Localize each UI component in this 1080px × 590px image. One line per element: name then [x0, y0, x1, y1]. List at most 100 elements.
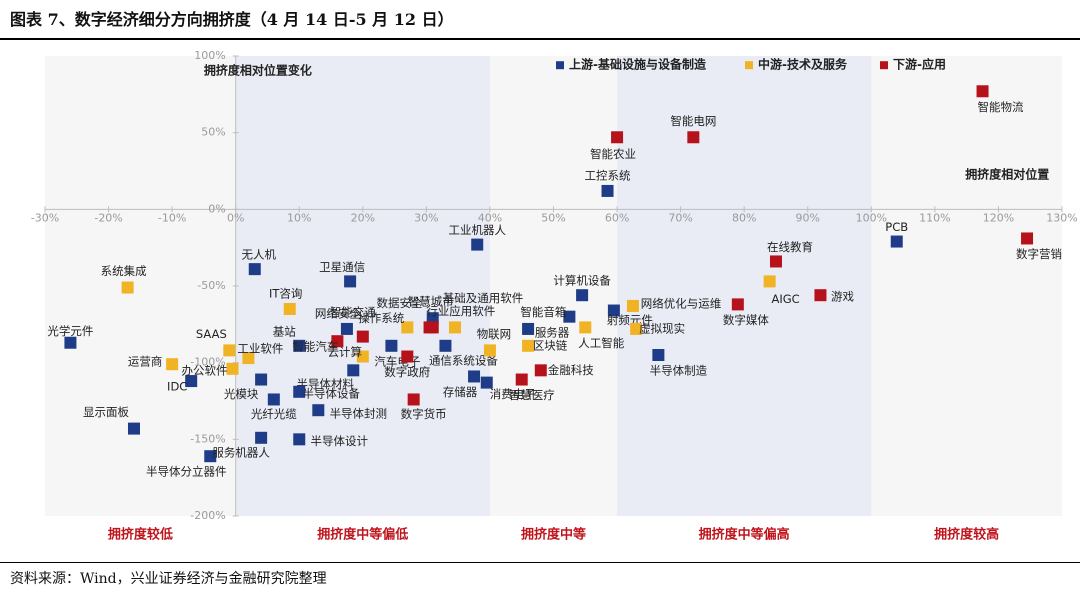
plot-background	[45, 56, 1062, 516]
data-point	[401, 321, 414, 334]
data-point	[223, 344, 236, 357]
data-point	[522, 322, 535, 335]
legend-label: 上游-基础设施与设备制造	[569, 57, 707, 72]
x-tick-label: -10%	[158, 211, 186, 224]
legend-marker	[556, 61, 564, 70]
point-label: 服务器	[535, 325, 570, 339]
data-point	[293, 339, 306, 352]
data-point	[534, 364, 547, 377]
data-point	[601, 184, 614, 197]
zone-label: 拥挤度较低	[108, 527, 173, 543]
point-label: AIGC	[772, 292, 800, 306]
x-tick-label: 60%	[605, 211, 629, 224]
data-point	[426, 312, 439, 325]
data-point	[515, 373, 528, 386]
point-label: 光模块	[224, 387, 259, 401]
x-tick-label: 10%	[287, 211, 311, 224]
point-label: 区块链	[533, 338, 568, 352]
point-label: 智能交通	[330, 305, 376, 319]
data-point	[814, 289, 827, 302]
legend-label: 中游-技术及服务	[758, 57, 848, 72]
data-point	[293, 385, 306, 398]
point-label: 光纤光缆	[251, 407, 297, 421]
point-label: 虚拟现实	[639, 321, 685, 335]
data-point	[127, 422, 140, 435]
data-point	[356, 330, 369, 343]
x-tick-label: 120%	[983, 211, 1014, 224]
data-point	[1021, 232, 1034, 245]
point-label: 消费电子	[490, 387, 536, 401]
point-label: 数据安全	[377, 296, 423, 310]
point-label: 智慧城市	[408, 295, 454, 309]
point-label: 无人机	[242, 248, 277, 262]
point-label: 光学元件	[47, 324, 93, 338]
zone-labels: 拥挤度较低 拥挤度中等偏低 拥挤度中等 拥挤度中等偏高 拥挤度较高	[108, 527, 999, 543]
data-point	[248, 263, 261, 276]
band-mid-low	[235, 56, 490, 516]
point-label: 工业软件	[237, 342, 283, 356]
zone-bands	[45, 56, 1062, 516]
point-label: 在线教育	[767, 240, 813, 254]
point-label: 通信系统设备	[429, 353, 498, 367]
point-label: IT咨询	[269, 287, 302, 301]
data-point	[471, 238, 484, 251]
x-tick-label: 40%	[478, 211, 502, 224]
zone-label: 拥挤度中等偏高	[699, 527, 790, 543]
y-axis-title: 拥挤度相对位置变化	[204, 62, 312, 77]
point-label: 云计算	[328, 345, 363, 359]
point-label: 智能电网	[670, 114, 716, 128]
point-label: 系统集成	[101, 264, 147, 278]
point-label: 网络优化与运维	[641, 296, 722, 310]
point-label: 数字货币	[401, 407, 447, 421]
point-label: 物联网	[477, 327, 512, 341]
data-point	[576, 289, 589, 302]
point-label: 工业机器人	[448, 223, 506, 237]
data-point	[121, 281, 134, 294]
legend: 上游-基础设施与设备制造 中游-技术及服务 下游-应用	[556, 57, 946, 72]
point-label: 智能汽车	[292, 340, 338, 354]
data-point	[166, 358, 179, 371]
band-mid-high	[617, 56, 872, 516]
x-tick-label: 30%	[414, 211, 438, 224]
data-point	[731, 298, 744, 311]
point-label: 半导体设计	[311, 434, 369, 448]
x-tick-label: -20%	[94, 211, 122, 224]
point-label: SAAS	[196, 327, 227, 341]
data-point	[483, 344, 496, 357]
data-point	[563, 310, 576, 323]
y-tick-label: -150%	[190, 432, 225, 445]
y-tick-label: 100%	[194, 49, 225, 62]
y-tick-label: 50%	[201, 126, 225, 139]
legend-label: 下游-应用	[893, 57, 946, 72]
x-tick-label: 0%	[227, 211, 244, 224]
data-point	[64, 336, 77, 349]
data-point	[356, 350, 369, 363]
x-tick-label: 50%	[541, 211, 565, 224]
data-point	[976, 85, 989, 98]
point-label: 半导体设备	[303, 386, 361, 400]
point-label: 游戏	[831, 290, 854, 304]
data-point	[226, 362, 239, 375]
point-label: 存储器	[443, 385, 478, 399]
data-point	[385, 339, 398, 352]
data-point	[340, 322, 353, 335]
point-label: 半导体制造	[650, 364, 708, 378]
scatter-chart: -30% -20% -10% 0% 10% 20% 30% 40% 50% 60% 70% 80% 90…	[31, 49, 1078, 543]
zone-label: 拥挤度中等	[521, 527, 586, 543]
point-label: PCB	[885, 220, 908, 234]
data-point	[630, 322, 643, 335]
x-tick-label: 70%	[668, 211, 692, 224]
y-tick-label: 0%	[208, 202, 225, 215]
data-point	[255, 373, 268, 386]
point-label: 智能农业	[590, 147, 636, 161]
data-point	[522, 339, 535, 352]
x-tick-label: 80%	[732, 211, 756, 224]
data-point	[267, 393, 280, 406]
point-label: 数字营销	[1016, 247, 1062, 261]
data-point	[468, 370, 481, 383]
title-rule	[0, 38, 1080, 40]
legend-marker	[880, 61, 888, 70]
bottom-rule	[0, 562, 1080, 563]
data-point	[652, 349, 665, 361]
legend-marker	[745, 61, 753, 70]
